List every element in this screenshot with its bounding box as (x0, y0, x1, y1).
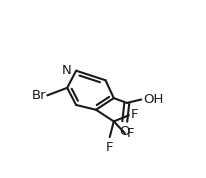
Text: Br: Br (31, 89, 46, 102)
Text: N: N (62, 64, 72, 77)
Text: F: F (106, 141, 114, 154)
Text: F: F (131, 108, 138, 121)
Text: F: F (127, 127, 134, 140)
Text: O: O (119, 125, 130, 138)
Text: OH: OH (143, 93, 163, 106)
